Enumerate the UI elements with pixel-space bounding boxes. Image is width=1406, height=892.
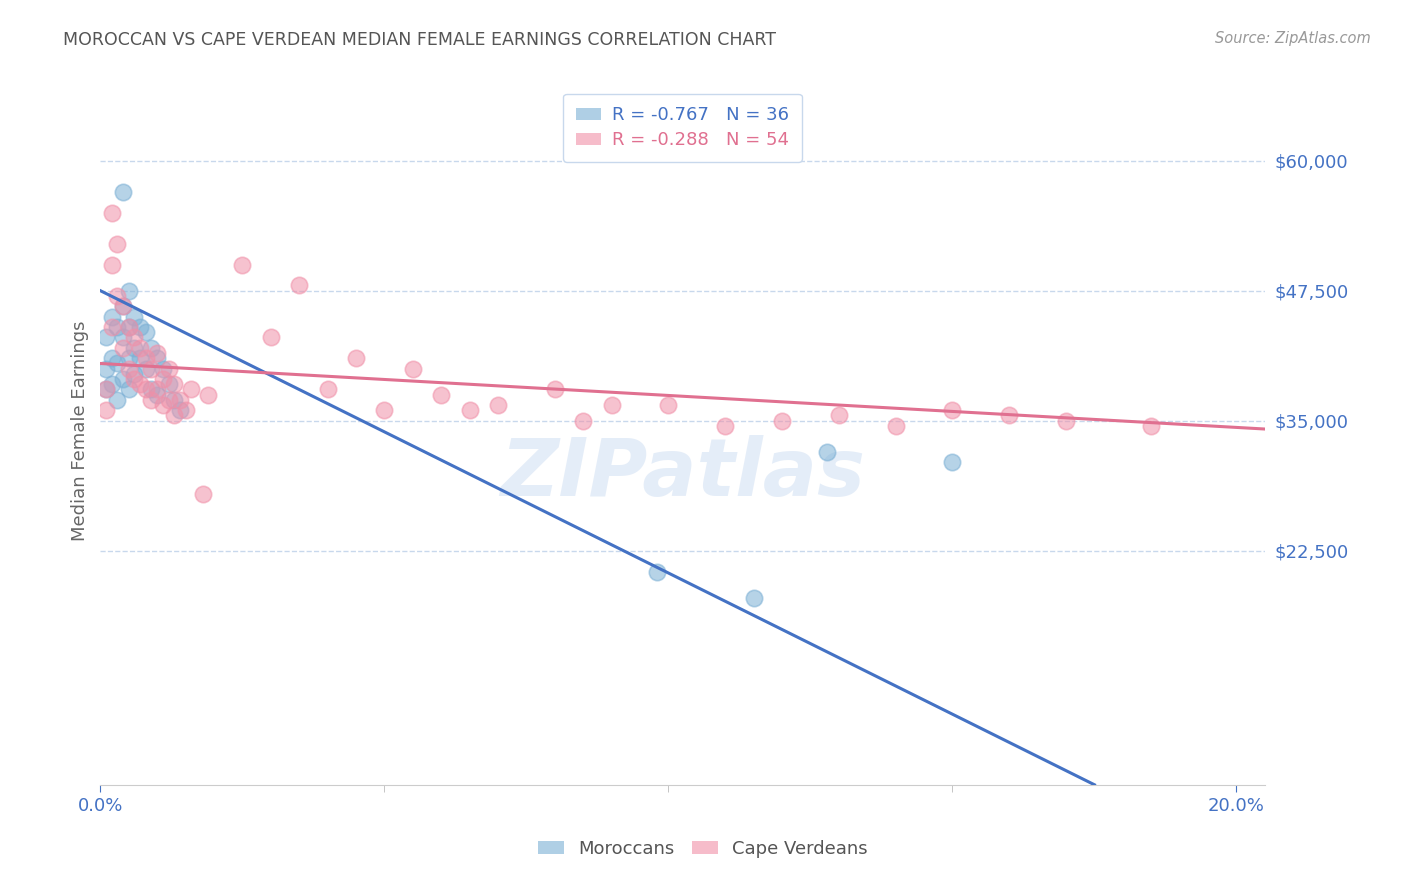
Point <box>231 258 253 272</box>
Point <box>118 351 141 366</box>
Point <box>135 361 157 376</box>
Point <box>260 330 283 344</box>
Point <box>146 383 169 397</box>
Point <box>163 392 186 407</box>
Point <box>100 205 122 219</box>
Point <box>152 372 174 386</box>
Point <box>100 377 122 392</box>
Point <box>124 310 146 324</box>
Point <box>94 383 117 397</box>
Point <box>197 387 219 401</box>
Point <box>941 455 963 469</box>
Point <box>100 351 122 366</box>
Point <box>600 398 623 412</box>
Point <box>112 185 135 199</box>
Legend: R = -0.767   N = 36, R = -0.288   N = 54: R = -0.767 N = 36, R = -0.288 N = 54 <box>564 94 801 162</box>
Point <box>402 361 425 376</box>
Point <box>1054 414 1077 428</box>
Point <box>714 418 737 433</box>
Point <box>135 326 157 340</box>
Point <box>373 403 395 417</box>
Point <box>100 310 122 324</box>
Point <box>124 372 146 386</box>
Point <box>118 361 141 376</box>
Point <box>141 383 163 397</box>
Point <box>105 320 128 334</box>
Point <box>118 383 141 397</box>
Point <box>129 341 152 355</box>
Point <box>124 330 146 344</box>
Text: MOROCCAN VS CAPE VERDEAN MEDIAN FEMALE EARNINGS CORRELATION CHART: MOROCCAN VS CAPE VERDEAN MEDIAN FEMALE E… <box>63 31 776 49</box>
Point <box>344 351 367 366</box>
Point <box>118 320 141 334</box>
Point <box>129 377 152 392</box>
Point <box>169 392 191 407</box>
Text: ZIPatlas: ZIPatlas <box>501 434 865 513</box>
Point <box>817 445 839 459</box>
Point <box>770 414 793 428</box>
Point <box>174 403 197 417</box>
Point <box>141 341 163 355</box>
Point <box>645 565 668 579</box>
Point <box>112 299 135 313</box>
Point <box>124 367 146 381</box>
Point <box>169 403 191 417</box>
Point <box>486 398 509 412</box>
Point <box>100 320 122 334</box>
Point <box>157 377 180 392</box>
Point <box>112 372 135 386</box>
Point <box>100 258 122 272</box>
Point <box>941 403 963 417</box>
Point <box>112 299 135 313</box>
Point <box>105 356 128 370</box>
Point <box>157 392 180 407</box>
Point <box>163 377 186 392</box>
Point <box>152 361 174 376</box>
Point <box>105 236 128 251</box>
Point <box>146 387 169 401</box>
Point <box>146 351 169 366</box>
Point <box>118 320 141 334</box>
Point <box>180 383 202 397</box>
Point <box>105 289 128 303</box>
Point <box>458 403 481 417</box>
Text: Source: ZipAtlas.com: Source: ZipAtlas.com <box>1215 31 1371 46</box>
Point <box>135 351 157 366</box>
Point <box>94 403 117 417</box>
Point <box>430 387 453 401</box>
Point <box>141 392 163 407</box>
Point <box>129 351 152 366</box>
Point <box>146 346 169 360</box>
Point <box>129 320 152 334</box>
Point <box>163 409 186 423</box>
Point <box>828 409 851 423</box>
Point <box>544 383 567 397</box>
Point <box>112 341 135 355</box>
Point <box>135 383 157 397</box>
Point <box>105 392 128 407</box>
Y-axis label: Median Female Earnings: Median Female Earnings <box>72 321 89 541</box>
Point <box>124 341 146 355</box>
Point <box>742 591 765 605</box>
Point <box>1140 418 1163 433</box>
Point <box>94 383 117 397</box>
Point <box>94 361 117 376</box>
Point <box>998 409 1021 423</box>
Point <box>884 418 907 433</box>
Point <box>288 278 311 293</box>
Point <box>191 486 214 500</box>
Point <box>657 398 679 412</box>
Point <box>118 284 141 298</box>
Point <box>152 398 174 412</box>
Point <box>112 330 135 344</box>
Point <box>157 361 180 376</box>
Point <box>572 414 595 428</box>
Legend: Moroccans, Cape Verdeans: Moroccans, Cape Verdeans <box>529 830 877 867</box>
Point <box>94 330 117 344</box>
Point <box>141 361 163 376</box>
Point <box>316 383 339 397</box>
